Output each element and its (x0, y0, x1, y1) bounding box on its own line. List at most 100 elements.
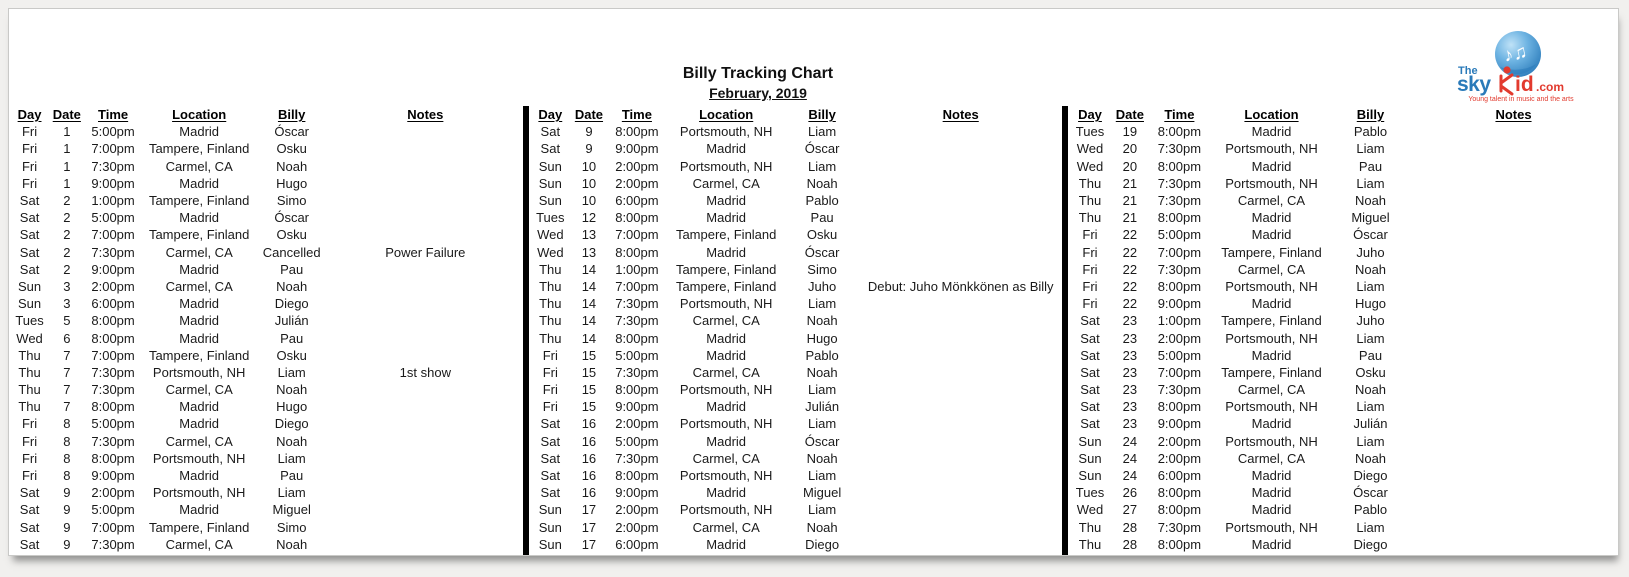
cell-day: Sun (538, 158, 562, 174)
cell-location: Carmel, CA (692, 364, 760, 380)
cell-notes (859, 140, 1062, 157)
column-header-label: Location (699, 107, 754, 123)
cell-location: Madrid (179, 468, 220, 484)
table-row: Thu 14 8:00pm Madrid Hugo (529, 329, 1062, 346)
column-header-label: Day (538, 107, 563, 123)
cell-location: Tampere, Finland (148, 347, 250, 363)
cell-date: 24 (1122, 468, 1138, 484)
cell-billy: Liam (808, 416, 837, 432)
logo-word-the: The (1458, 65, 1478, 77)
cell-billy: Noah (806, 364, 838, 380)
table-row: Tues 12 8:00pm Madrid Pau (529, 209, 1062, 226)
cell-billy: Pablo (805, 193, 839, 209)
cell-location: Portsmouth, NH (152, 450, 246, 466)
cell-date: 9 (63, 536, 71, 552)
cell-date: 1 (63, 158, 71, 174)
cell-time: 2:00pm (91, 485, 135, 501)
cell-billy: Liam (808, 124, 837, 140)
cell-location: Carmel, CA (165, 158, 233, 174)
cell-date: 10 (581, 175, 597, 191)
cell-date: 24 (1122, 450, 1138, 466)
table-row: Sun 3 6:00pm Madrid Diego (9, 295, 523, 312)
cell-billy: Noah (806, 313, 838, 329)
table-row: Sat 9 8:00pm Portsmouth, NH Liam (529, 123, 1062, 140)
cell-date: 24 (1122, 433, 1138, 449)
cell-billy: Noah (806, 450, 838, 466)
cell-time: 9:00pm (615, 399, 659, 415)
column-header-billy: Billy (1332, 106, 1409, 123)
theskykid-logo-graphic: ♪♫ The sky id .com Young talent in music… (1457, 31, 1574, 103)
cell-notes (859, 398, 1062, 415)
cell-billy: Pablo (805, 347, 839, 363)
column-header-location: Location (1211, 106, 1332, 123)
cell-time: 2:00pm (91, 278, 135, 294)
cell-notes (859, 226, 1062, 243)
cell-date: 14 (581, 261, 597, 277)
cell-billy: Noah (806, 175, 838, 191)
cell-time: 8:00pm (615, 330, 659, 346)
cell-notes (859, 364, 1062, 381)
cell-time: 5:00pm (91, 210, 135, 226)
cell-notes (328, 433, 523, 450)
cell-billy: Juho (808, 278, 837, 294)
cell-day: Sun (1078, 468, 1102, 484)
cell-billy: Noah (1354, 382, 1387, 398)
table-row: Thu 21 8:00pm Madrid Miguel (1068, 209, 1618, 226)
cell-time: 8:00pm (1157, 536, 1202, 552)
cell-date: 20 (1122, 141, 1138, 157)
cell-location: Portsmouth, NH (679, 296, 773, 312)
cell-notes (1409, 175, 1618, 192)
cell-location: Madrid (706, 141, 747, 157)
table-row: Sun 17 6:00pm Madrid Diego (529, 536, 1062, 553)
cell-notes (328, 175, 523, 192)
cell-date: 12 (581, 210, 597, 226)
table-row: Fri 22 9:00pm Madrid Hugo (1068, 295, 1618, 312)
cell-date: 2 (63, 227, 71, 243)
cell-billy: Liam (1356, 175, 1385, 191)
title-block: Billy Tracking Chart February, 2019 (9, 65, 1507, 101)
cell-time: 8:00pm (91, 450, 135, 466)
cell-location: Carmel, CA (1237, 261, 1306, 277)
cell-billy: Simo (276, 193, 307, 209)
cell-location: Portsmouth, NH (152, 364, 246, 380)
cell-time: 7:30pm (1157, 382, 1202, 398)
cell-notes (328, 158, 523, 175)
table-row: Fri 22 8:00pm Portsmouth, NH Liam (1068, 278, 1618, 295)
table-section-3: Day Date Time Location Billy Notes Tues 19 8:00p… (1068, 106, 1618, 555)
cell-location: Madrid (1251, 468, 1292, 484)
cell-billy: Liam (1356, 433, 1385, 449)
table-row: Fri 15 5:00pm Madrid Pablo (529, 347, 1062, 364)
table-row: Sat 2 5:00pm Madrid Óscar (9, 209, 523, 226)
column-header-date: Date (572, 106, 607, 123)
cell-notes (859, 329, 1062, 346)
cell-day: Wed (1076, 502, 1104, 518)
cell-billy: Noah (1354, 261, 1387, 277)
cell-day: Sat (1080, 364, 1100, 380)
cell-notes (859, 519, 1062, 536)
table-row: Sat 23 1:00pm Tampere, Finland Juho (1068, 312, 1618, 329)
cell-billy: Cancelled (262, 244, 321, 260)
cell-day: Sun (538, 502, 562, 518)
cell-billy: Óscar (804, 244, 840, 260)
cell-day: Fri (21, 450, 38, 466)
cell-date: 7 (63, 399, 71, 415)
cell-time: 7:30pm (615, 450, 659, 466)
table-section-1: Day Date Time Location Billy Notes Fri 1 5:00pm M… (9, 106, 523, 555)
cell-day: Sat (540, 468, 561, 484)
cell-notes (1409, 364, 1618, 381)
cell-day: Fri (1082, 227, 1098, 243)
table-row: Sat 16 8:00pm Portsmouth, NH Liam (529, 467, 1062, 484)
cell-notes (328, 347, 523, 364)
cell-time: 8:00pm (91, 399, 135, 415)
cell-time: 8:00pm (615, 210, 659, 226)
cell-date: 5 (63, 313, 71, 329)
cell-day: Sat (19, 536, 40, 552)
cell-notes (1409, 381, 1618, 398)
cell-location: Carmel, CA (165, 382, 233, 398)
cell-location: Tampere, Finland (675, 261, 777, 277)
cell-date: 3 (63, 278, 71, 294)
cell-date: 15 (581, 399, 597, 415)
cell-location: Carmel, CA (692, 450, 760, 466)
cell-time: 7:30pm (91, 382, 135, 398)
cell-billy: Juho (1356, 313, 1385, 329)
